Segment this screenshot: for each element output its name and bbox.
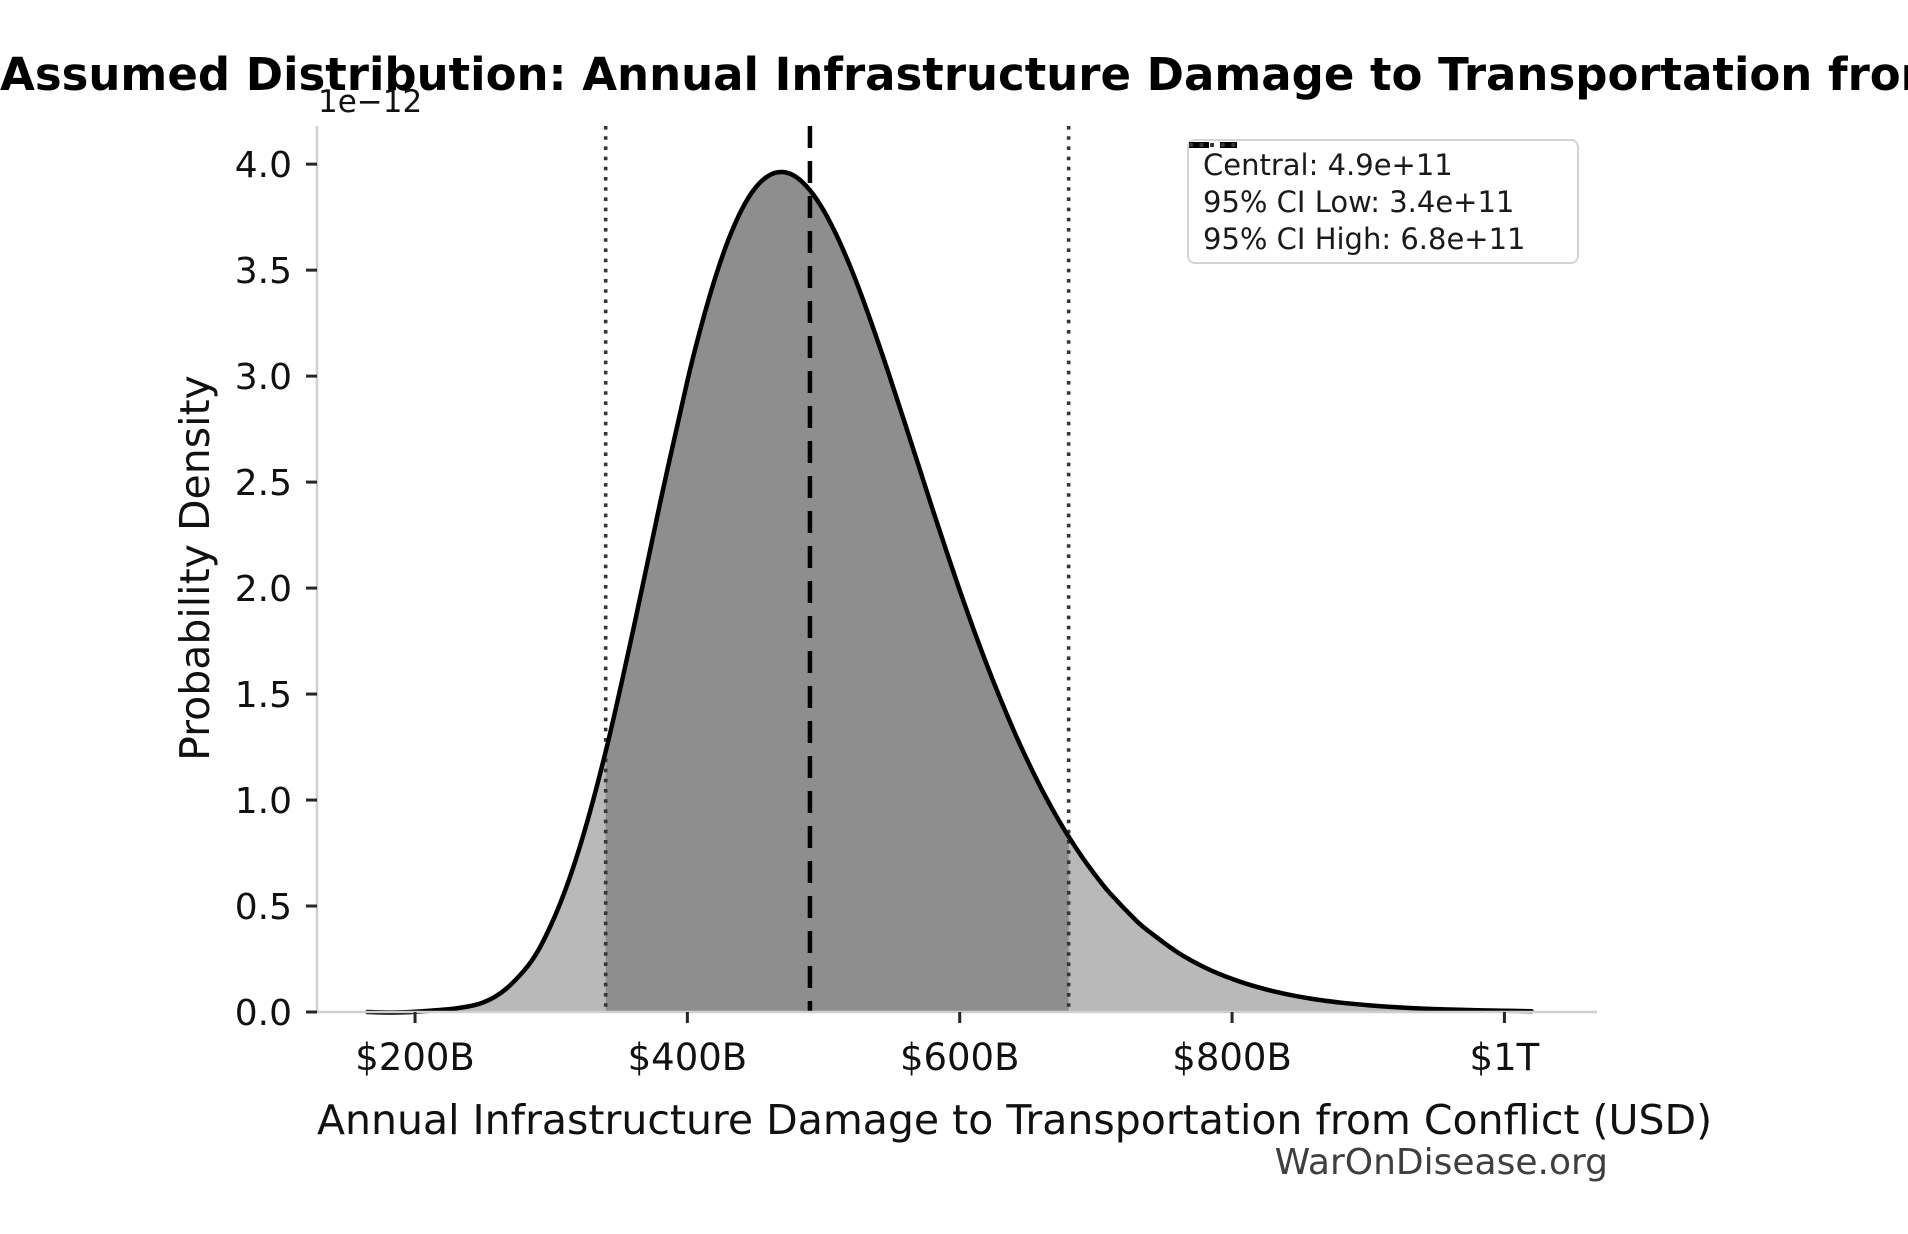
- x-tick-label: $800B: [1172, 1036, 1292, 1079]
- x-axis-label: Annual Infrastructure Damage to Transpor…: [317, 1096, 1713, 1144]
- chart-title: Assumed Distribution: Annual Infrastruct…: [0, 48, 1908, 101]
- density-curve: [365, 169, 1534, 1015]
- legend-item-label: 95% CI Low: 3.4e+11: [1203, 184, 1515, 219]
- x-tick-label: $600B: [900, 1036, 1020, 1079]
- y-tick-label: 1.5: [235, 675, 292, 716]
- ci-area-fill: [605, 171, 1069, 1012]
- watermark-text: WarOnDisease.org: [1274, 1142, 1608, 1183]
- legend-item-label: Central: 4.9e+11: [1203, 147, 1453, 182]
- y-tick-label: 4.0: [235, 145, 292, 186]
- legend-item-ci-high: 95% CI High: 6.8e+11: [1189, 143, 1567, 257]
- y-tick-label: 0.0: [235, 993, 292, 1034]
- y-tick-label: 3.5: [235, 251, 292, 292]
- dashed-line-icon: [1189, 142, 1237, 148]
- y-axis-offset-text: 1e−12: [318, 84, 423, 120]
- x-tick-label: $200B: [355, 1036, 475, 1079]
- x-tick-label: $400B: [628, 1036, 748, 1079]
- y-tick-label: 3.0: [235, 357, 292, 398]
- legend-item-ci-low: 95% CI Low: 3.4e+11: [1189, 143, 1567, 220]
- dotted-line-icon: [1189, 143, 1237, 147]
- legend-item-central: Central: 4.9e+11: [1189, 142, 1567, 183]
- x-tick-label: $1T: [1470, 1036, 1540, 1079]
- y-tick-label: 2.5: [235, 463, 292, 504]
- legend: Central: 4.9e+11 95% CI Low: 3.4e+11 95%…: [1187, 139, 1579, 264]
- legend-item-label: 95% CI High: 6.8e+11: [1203, 221, 1526, 256]
- y-tick-label: 0.5: [235, 887, 292, 928]
- y-tick-label: 1.0: [235, 781, 292, 822]
- y-tick-label: 2.0: [235, 569, 292, 610]
- y-axis-label: Probability Density: [171, 375, 219, 761]
